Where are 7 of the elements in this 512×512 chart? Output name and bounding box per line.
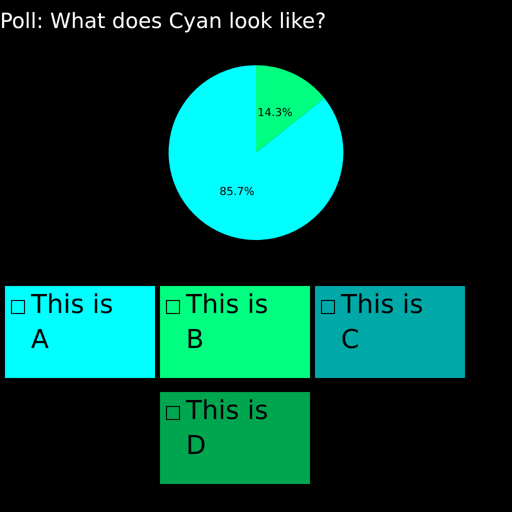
chart-title: Poll: What does Cyan look like? [0,9,326,34]
data-label: 14.3% [258,106,292,120]
legend-label: This is D [186,395,270,464]
data-label: 85.7% [220,184,254,198]
legend-label: This is A [31,289,114,358]
legend-label: This is B [186,289,270,358]
legend-label: This is C [341,289,424,358]
